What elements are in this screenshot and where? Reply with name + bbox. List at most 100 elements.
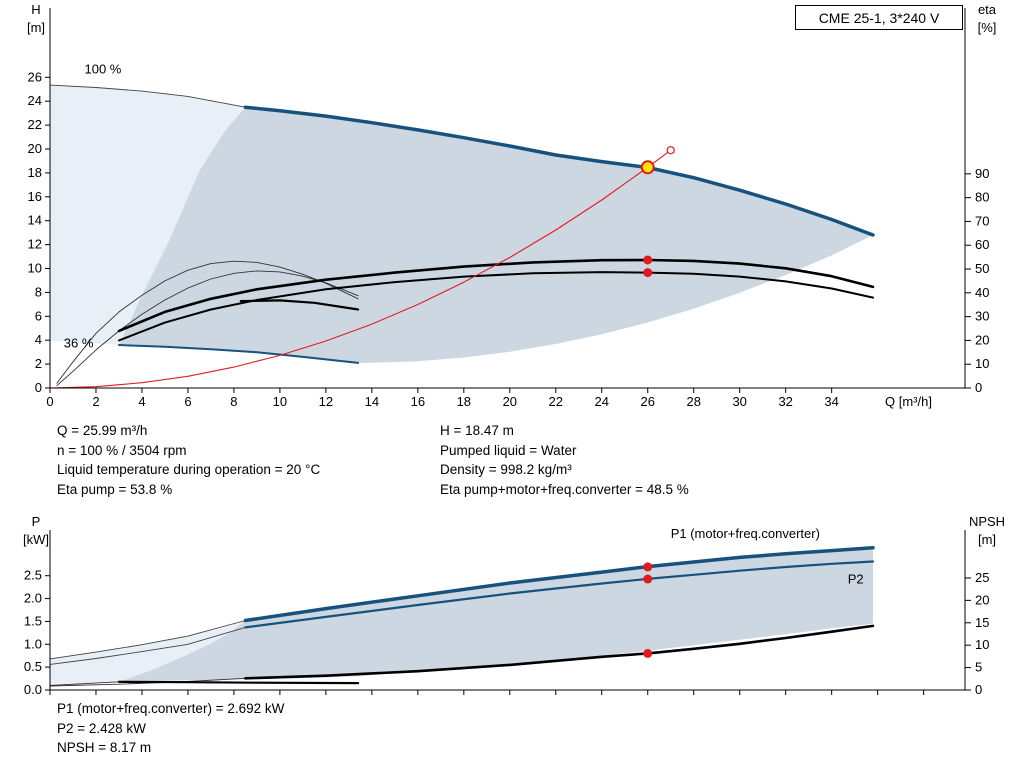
x-tick-label: 10 [273,394,287,409]
duty-info-right: H = 18.47 m Pumped liquid = Water Densit… [440,421,689,499]
x-tick-label: 22 [549,394,563,409]
x-tick-label: 18 [457,394,471,409]
y-right-tick-label: 80 [975,190,989,205]
y-left-tick-label: 0 [35,380,42,395]
y-left-axis-unit: [m] [27,20,45,35]
y-right-tick-label: 15 [975,615,989,630]
p1-duty-point [643,562,653,572]
y-right-axis-title: NPSH [969,514,1005,529]
y-left-tick-label: 2.0 [24,591,42,606]
eta-speed-arc-2 [56,270,359,387]
eta-total-value: Eta pump+motor+freq.converter = 48.5 % [440,481,689,497]
pump-model-box: CME 25-1, 3*240 V [795,5,963,30]
pump-curve-36 [118,344,360,364]
p1-value: P1 (motor+freq.converter) = 2.692 kW [57,701,285,716]
y-left-axis-title: H [31,2,40,17]
x-tick-label: 14 [365,394,379,409]
eta-min-speed-segment [239,299,360,311]
y-right-tick-label: 20 [975,332,989,347]
y-right-tick-label: 0 [975,682,982,697]
eta-speed-arc-1 [56,260,359,384]
pump-curve-100-extension [49,84,246,108]
speed-value: n = 100 % / 3504 rpm [57,442,187,458]
x-axis-title: Q [m³/h] [885,394,932,409]
x-tick-label: 12 [319,394,333,409]
y-left-tick-label: 26 [28,69,42,84]
x-tick-label: 6 [184,394,191,409]
p-min-speed-curve [117,680,360,685]
y-left-axis-title: P [32,514,41,529]
y-left-tick-label: 16 [28,189,42,204]
y-right-tick-label: 20 [975,592,989,607]
x-tick-label: 0 [46,394,53,409]
x-tick-label: 2 [92,394,99,409]
y-right-axis-title: eta [978,2,997,17]
y-left-tick-label: 14 [28,213,42,228]
y-right-axis-unit: [%] [978,20,997,35]
power-envelope [119,547,873,682]
curve-annotation-0: 100 % [84,62,121,77]
x-tick-label: 16 [411,394,425,409]
eta-total-curve [118,271,874,342]
head-value: H = 18.47 m [440,423,514,438]
curve-annotation-1: 36 % [64,335,94,350]
pq-chart-svg: 0.0 0.5 1.0 1.5 2.0 2.5 0 5 10 15 20 25 P [kW] NPSH [m]… [23,514,1005,697]
y-left-tick-label: 18 [28,165,42,180]
x-tick-label: 26 [641,394,655,409]
eta-pump-curve [117,258,875,333]
pump-model-label: CME 25-1, 3*240 V [818,9,940,26]
p-min-extension [49,681,120,686]
density-value: Density = 998.2 kg/m³ [440,462,572,477]
p2-duty-point [643,574,653,584]
npsh-value: NPSH = 8.17 m [57,740,152,755]
x-tick-label: 8 [230,394,237,409]
curve-annotation-0: P1 (motor+freq.converter) [671,526,820,541]
y-right-tick-label: 10 [975,637,989,652]
y-left-tick-label: 6 [35,308,42,323]
y-right-tick-label: 60 [975,237,989,252]
system-curve [49,149,672,389]
operating-envelope [119,107,873,363]
eta-pump-value: Eta pump = 53.8 % [57,481,173,497]
y-left-tick-label: 24 [28,93,42,108]
hq-chart: 0 2 4 6 8 10 12 14 16 18 20 22 24 26 28 30 32 34 0 2 4 6 8 10 12… [27,2,997,409]
y-left-tick-label: 4 [35,332,42,347]
power-npsh-chart: 0.0 0.5 1.0 1.5 2.0 2.5 0 5 10 15 20 25 P [kW] NPSH [m]… [0,512,1024,702]
y-right-tick-label: 25 [975,570,989,585]
duty-point[interactable] [640,160,655,175]
y-right-tick-label: 50 [975,261,989,276]
flow-value: Q = 25.99 m³/h [57,423,148,438]
y-left-tick-label: 22 [28,117,42,132]
y-left-tick-label: 1.5 [24,613,42,628]
y-left-tick-label: 12 [28,237,42,252]
y-left-tick-label: 20 [28,141,42,156]
pumped-liquid-value: Pumped liquid = Water [440,442,577,458]
x-tick-label: 24 [595,394,609,409]
system-curve-end-point [666,146,675,155]
x-tick-label: 34 [824,394,838,409]
x-tick-label: 4 [138,394,145,409]
y-right-tick-label: 5 [975,660,982,675]
pump-curve-100 [243,105,875,237]
y-right-tick-label: 10 [975,356,989,371]
p2-extension [49,626,246,665]
liquid-temperature-value: Liquid temperature during operation = 20… [57,462,321,477]
y-right-tick-label: 70 [975,213,989,228]
y-left-axis-unit: [kW] [23,532,49,547]
y-left-tick-label: 2.5 [24,568,42,583]
y-left-tick-label: 0.5 [24,659,42,674]
y-left-tick-label: 0.0 [24,682,42,697]
eta-total-point [643,268,653,278]
p1-extension [49,620,246,660]
power-info: P1 (motor+freq.converter) = 2.692 kW P2 … [57,699,284,758]
y-left-tick-label: 10 [28,261,42,276]
y-right-axis-unit: [m] [978,532,996,547]
y-left-tick-label: 2 [35,356,42,371]
eta-pump-point [643,255,653,265]
y-right-tick-label: 90 [975,166,989,181]
power-envelope-light [50,620,246,687]
y-left-tick-label: 1.0 [24,636,42,651]
duty-info-left: Q = 25.99 m³/h n = 100 % / 3504 rpm Liqu… [57,421,320,499]
p2-value: P2 = 2.428 kW [57,720,146,736]
